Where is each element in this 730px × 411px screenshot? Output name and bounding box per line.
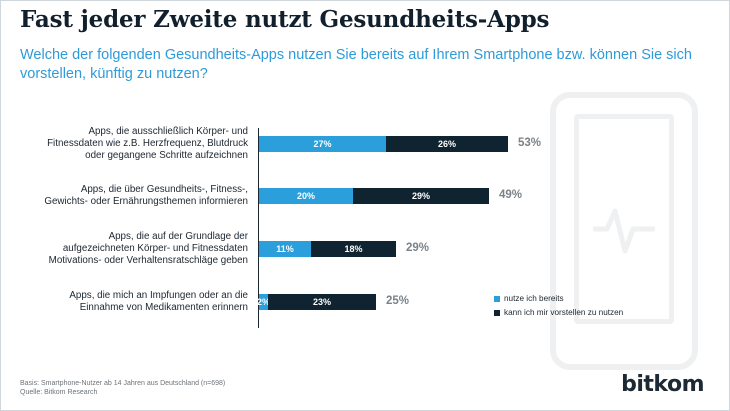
category-label: Apps, die ausschließlich Körper- und Fitn… <box>47 126 248 161</box>
data-label: 23% <box>312 297 331 307</box>
legend-label-series-2: kann ich mir vorstellen zu nutzen <box>504 308 624 317</box>
category-label: Apps, die auf der Grundlage der aufgezeic… <box>48 231 248 266</box>
legend-item-series-2: kann ich mir vorstellen zu nutzen <box>494 308 623 317</box>
footnote-source: Quelle: Bitkom Research <box>20 389 98 396</box>
total-label: 25% <box>386 295 410 307</box>
legend-label-series-1: nutze ich bereits <box>504 294 564 303</box>
bar-series-1: 27% <box>259 136 386 152</box>
bar-series-1: 20% <box>259 188 353 204</box>
data-label: 11% <box>276 244 294 254</box>
total-label: 53% <box>518 137 542 149</box>
chart-title: Fast jeder Zweite nutzt Gesundheits-Apps <box>20 6 550 33</box>
footnote-basis: Basis: Smartphone-Nutzer ab 14 Jahren au… <box>20 380 226 387</box>
legend-swatch-series-1 <box>494 295 500 302</box>
smartphone-icon <box>550 92 698 370</box>
data-label: 26% <box>437 139 456 149</box>
bar-series-1: 11% <box>259 241 311 257</box>
total-label: 49% <box>499 189 523 201</box>
total-label: 29% <box>406 242 430 254</box>
chart-subtitle: Welche der folgenden Gesundheits-Apps nu… <box>20 47 692 82</box>
smartphone-screen <box>574 114 674 324</box>
bar-series-2: 18% <box>311 241 396 257</box>
data-label: 18% <box>344 244 363 254</box>
bar-series-2: 26% <box>386 136 508 152</box>
legend-item-series-1: nutze ich bereits <box>494 294 564 303</box>
bitkom-logo: bitkom <box>621 372 704 397</box>
category-label: Apps, die über Gesundheits-, Fitness-, Ge… <box>44 184 248 207</box>
pulse-icon <box>593 208 655 254</box>
bar-series-1: 2% <box>257 294 271 310</box>
category-label: Apps, die mich an Impfungen oder an die E… <box>69 290 248 313</box>
data-label: 2% <box>257 297 271 307</box>
data-label: 29% <box>411 191 430 201</box>
data-label: 20% <box>296 191 315 201</box>
category-axis <box>258 128 259 328</box>
legend-swatch-series-2 <box>494 309 500 316</box>
bar-series-2: 23% <box>268 294 376 310</box>
data-label: 27% <box>313 139 332 149</box>
bar-series-2: 29% <box>353 188 489 204</box>
